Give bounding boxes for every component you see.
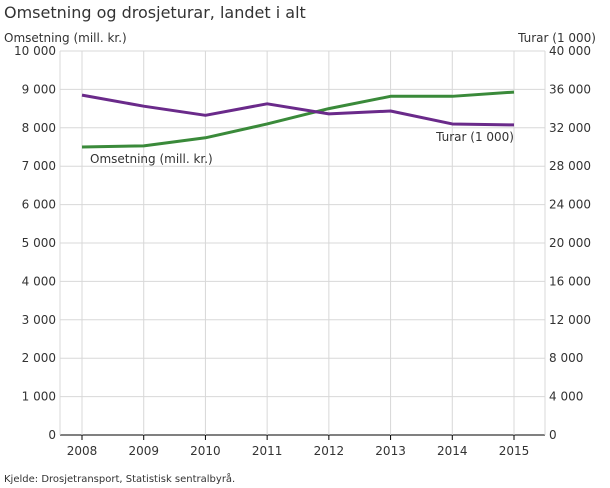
x-tick-label: 2013 — [375, 444, 406, 458]
left-tick-label: 5 000 — [22, 236, 56, 250]
left-tick-label: 4 000 — [22, 274, 56, 288]
right-tick-label: 16 000 — [549, 274, 591, 288]
series-line-turar — [81, 93, 515, 127]
series-line-omsetning — [81, 90, 515, 149]
chart-title: Omsetning og drosjeturar, landet i alt — [4, 3, 306, 22]
left-tick-label: 1 000 — [22, 390, 56, 404]
left-tick-label: 9 000 — [22, 82, 56, 96]
source-note: Kjelde: Drosjetransport, Statistisk sent… — [4, 472, 235, 485]
right-tick-label: 40 000 — [549, 44, 591, 58]
right-tick-label: 36 000 — [549, 82, 591, 96]
left-tick-label: 6 000 — [22, 198, 56, 212]
left-tick-label: 7 000 — [22, 159, 56, 173]
right-tick-label: 28 000 — [549, 159, 591, 173]
right-tick-label: 8 000 — [549, 351, 583, 365]
left-tick-label: 3 000 — [22, 313, 56, 327]
x-tick-label: 2009 — [128, 444, 159, 458]
right-tick-label: 4 000 — [549, 390, 583, 404]
x-tick-label: 2014 — [437, 444, 468, 458]
right-tick-label: 20 000 — [549, 236, 591, 250]
right-tick-label: 12 000 — [549, 313, 591, 327]
left-tick-label: 0 — [48, 428, 56, 442]
right-tick-label: 0 — [549, 428, 557, 442]
x-tick-label: 2010 — [190, 444, 221, 458]
series-label-turar: Turar (1 000) — [435, 130, 514, 144]
left-tick-label: 8 000 — [22, 121, 56, 135]
left-tick-label: 10 000 — [14, 44, 56, 58]
x-tick-label: 2011 — [252, 444, 283, 458]
right-axis-label: Turar (1 000) — [517, 31, 596, 45]
x-tick-label: 2008 — [67, 444, 98, 458]
right-tick-label: 24 000 — [549, 198, 591, 212]
left-tick-label: 2 000 — [22, 351, 56, 365]
series-label-omsetning: Omsetning (mill. kr.) — [90, 152, 213, 166]
x-tick-label: 2015 — [499, 444, 530, 458]
x-tick-label: 2012 — [314, 444, 345, 458]
right-tick-label: 32 000 — [549, 121, 591, 135]
left-axis-label: Omsetning (mill. kr.) — [4, 31, 127, 45]
